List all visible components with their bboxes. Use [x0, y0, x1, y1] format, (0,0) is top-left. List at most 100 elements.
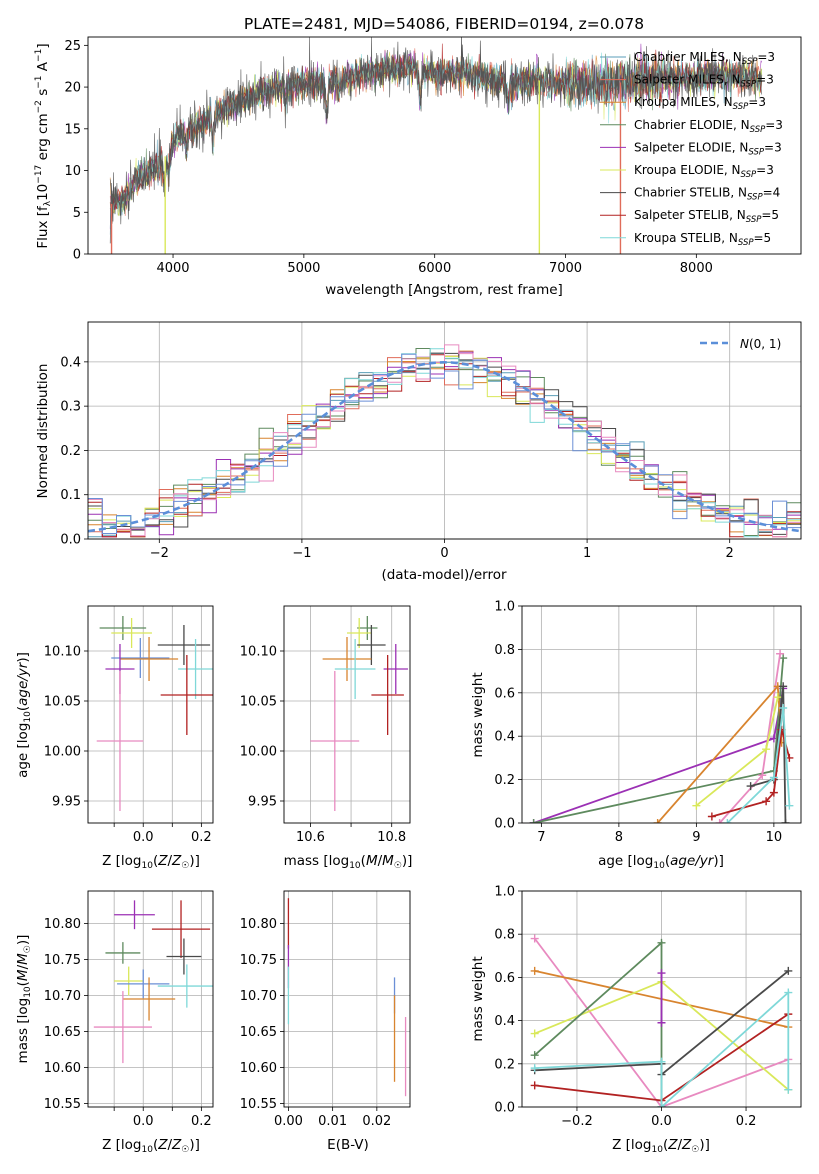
observed-spectrum-line	[109, 37, 763, 244]
y-tick-label: 5	[73, 206, 81, 221]
y-tick-label: 0.8	[494, 928, 515, 943]
y-tick-label: 20	[64, 81, 81, 96]
plot-area	[529, 649, 794, 823]
y-tick-label: 10.60	[44, 1061, 81, 1076]
y-tick-label: 10.05	[44, 695, 81, 710]
residual-histogram-panel: −2 −1 0 1 2 0.0 0.1 0.2 0.3 0.4 N(0, 1)	[60, 321, 802, 561]
weight-marker	[657, 938, 666, 947]
weight-marker	[529, 819, 538, 823]
y-tick-label: 0.0	[60, 533, 81, 548]
weight-marker	[530, 934, 539, 943]
y-tick-label: 0.2	[60, 444, 81, 459]
plot-area	[310, 616, 408, 811]
axes-frame	[87, 321, 802, 540]
legend-label: Kroupa ELODIE, NSSP=3	[634, 163, 774, 180]
normal-pdf-curve	[88, 360, 801, 533]
weight-marker	[779, 682, 788, 691]
ageM-xlabel: mass [log10(M/M☉)]	[284, 853, 413, 871]
axes-frame	[87, 890, 214, 1108]
x-tick-label: 0.0	[651, 1114, 672, 1129]
x-tick-label: 9	[692, 830, 700, 845]
y-tick-label: 1.0	[494, 600, 515, 615]
y-tick-label: 9.95	[52, 795, 81, 810]
plot-area	[109, 37, 763, 254]
x-tick-label: 10.6	[296, 830, 325, 845]
plot-area	[88, 344, 801, 538]
weight-marker	[657, 1103, 666, 1107]
plot-area	[287, 898, 407, 1097]
x-tick-label: 0.01	[318, 1114, 347, 1129]
axes-frame	[521, 890, 802, 1108]
ageZ-ylabel: age [log10(age/yr)]	[15, 652, 33, 778]
y-tick-label: 10.70	[240, 989, 277, 1004]
y-tick-label: 10.75	[44, 953, 81, 968]
spectrum-panel: 4000 5000 6000 7000 8000 0 5 10 15 20 25 Chabrier M…	[64, 36, 802, 276]
y-tick-label: 10.65	[240, 1025, 277, 1040]
weight-marker	[723, 819, 732, 823]
weight-marker	[530, 1029, 539, 1038]
wZ-ylabel: mass weight	[470, 956, 486, 1041]
weight-marker	[530, 966, 539, 975]
x-tick-label: 6000	[418, 261, 451, 276]
y-tick-label: 0.2	[494, 773, 515, 788]
weight-marker	[653, 819, 662, 823]
y-tick-label: 0.0	[494, 817, 515, 832]
plot-area	[530, 934, 793, 1107]
weight-line	[533, 937, 789, 1107]
weight-marker	[530, 1081, 539, 1090]
wZ-xlabel: Z [log10(Z/Z☉)]	[612, 1137, 710, 1155]
x-tick-label: −0.2	[561, 1114, 593, 1129]
weight-marker	[657, 1057, 666, 1066]
y-tick-label: 10.80	[240, 917, 277, 932]
spectrum-ylabel: Flux [fλ10−17 erg cm−2 s−1 A−1]	[34, 43, 53, 248]
x-tick-label: 0.0	[133, 830, 154, 845]
y-tick-label: 15	[64, 122, 81, 137]
y-tick-label: 0.1	[60, 488, 81, 503]
weight-marker	[657, 1018, 666, 1027]
x-tick-label: 0	[440, 546, 448, 561]
y-tick-label: 0.4	[494, 730, 515, 745]
x-tick-label: 7000	[549, 261, 582, 276]
y-tick-label: 10.60	[240, 1061, 277, 1076]
histogram-step	[88, 344, 801, 538]
y-tick-label: 10.05	[240, 695, 277, 710]
x-tick-label: 5000	[287, 261, 320, 276]
plot-area	[96, 616, 213, 811]
y-tick-label: 10.70	[44, 989, 81, 1004]
y-tick-label: 10.55	[240, 1097, 277, 1112]
y-tick-label: 0.8	[494, 643, 515, 658]
mass-vs-metallicity-panel: 0.0 0.2 10.55 10.60 10.65 10.70 10.75 10.80	[44, 890, 214, 1129]
y-tick-label: 10.10	[44, 645, 81, 660]
y-tick-label: 25	[64, 39, 81, 54]
x-tick-label: 10.8	[377, 830, 406, 845]
x-tick-label: −1	[292, 546, 311, 561]
ageZ-xlabel: Z [log10(Z/Z☉)]	[102, 853, 200, 871]
grid	[284, 891, 410, 1107]
weight-marker	[776, 649, 785, 658]
legend-label: Salpeter STELIB, NSSP=5	[634, 208, 779, 225]
y-tick-label: 0.2	[494, 1057, 515, 1072]
weight-line	[533, 658, 785, 823]
x-tick-label: 8000	[680, 261, 713, 276]
histogram-xlabel: (data-model)/error	[381, 567, 507, 583]
x-tick-label: 0.2	[191, 830, 212, 845]
x-tick-label: 1	[583, 546, 591, 561]
age-vs-metallicity-panel: 0.0 0.2 9.95 10.00 10.05 10.10	[44, 605, 214, 845]
age-vs-mass-panel: 10.6 10.8 9.95 10.00 10.05 10.10	[240, 605, 411, 845]
histogram-ylabel: Normed distribution	[35, 364, 51, 499]
x-tick-label: −2	[150, 546, 169, 561]
weight-vs-age-panel: 7 8 9 10 0.0 0.2 0.4 0.6 0.8 1.0	[494, 600, 802, 845]
y-tick-label: 10.10	[240, 645, 277, 660]
weight-marker	[692, 801, 701, 810]
grid	[522, 605, 801, 824]
weight-marker	[715, 819, 724, 823]
x-tick-label: 7	[537, 830, 545, 845]
mass-vs-ebv-panel: 0.00 0.01 0.02 10.55 10.60 10.65 10.70 10.75 10.…	[240, 890, 411, 1129]
weight-marker	[779, 703, 788, 712]
legend-label: Kroupa STELIB, NSSP=5	[634, 231, 771, 248]
weight-marker	[785, 801, 794, 810]
x-tick-label: 4000	[156, 261, 189, 276]
spectrum-legend: Chabrier MILES, NSSP=3 Salpeter MILES, NS…	[600, 50, 783, 248]
weight-marker	[784, 966, 793, 975]
